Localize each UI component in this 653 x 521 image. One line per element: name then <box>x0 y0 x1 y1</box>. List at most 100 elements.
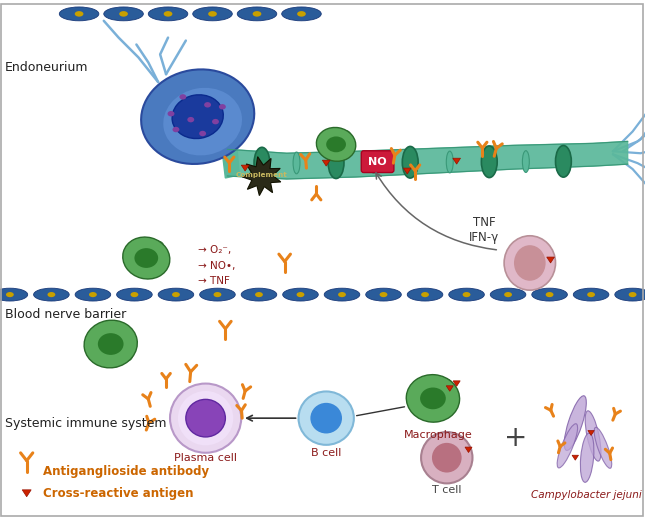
Polygon shape <box>223 150 239 178</box>
Ellipse shape <box>504 236 556 290</box>
Ellipse shape <box>328 147 344 179</box>
Polygon shape <box>465 447 472 453</box>
Text: Systemic immune system: Systemic immune system <box>5 417 167 430</box>
Ellipse shape <box>214 292 221 297</box>
Ellipse shape <box>253 11 261 17</box>
Ellipse shape <box>148 7 188 21</box>
Ellipse shape <box>296 292 304 297</box>
Text: NO: NO <box>368 157 387 167</box>
Ellipse shape <box>298 391 354 445</box>
Ellipse shape <box>281 7 321 21</box>
Ellipse shape <box>283 288 318 301</box>
Ellipse shape <box>522 151 530 172</box>
Ellipse shape <box>98 333 123 355</box>
Ellipse shape <box>117 288 152 301</box>
Ellipse shape <box>237 7 277 21</box>
Text: → O₂⁻,
→ NO•,
→ TNF: → O₂⁻, → NO•, → TNF <box>198 245 235 287</box>
Ellipse shape <box>6 292 14 297</box>
Ellipse shape <box>186 400 225 437</box>
Ellipse shape <box>437 379 453 393</box>
Ellipse shape <box>379 292 387 297</box>
Polygon shape <box>453 381 460 386</box>
Ellipse shape <box>317 128 356 162</box>
Polygon shape <box>242 157 281 195</box>
Ellipse shape <box>0 288 27 301</box>
Ellipse shape <box>193 7 232 21</box>
Ellipse shape <box>587 292 595 297</box>
Ellipse shape <box>573 288 609 301</box>
Ellipse shape <box>199 131 206 136</box>
Ellipse shape <box>241 288 277 301</box>
Ellipse shape <box>163 88 242 155</box>
Text: Endoneurium: Endoneurium <box>5 61 88 74</box>
Ellipse shape <box>532 288 567 301</box>
Ellipse shape <box>585 411 601 461</box>
Ellipse shape <box>172 292 180 297</box>
Polygon shape <box>22 490 31 497</box>
Ellipse shape <box>514 245 546 281</box>
Ellipse shape <box>439 402 455 416</box>
Ellipse shape <box>150 241 164 253</box>
Ellipse shape <box>421 432 473 483</box>
Polygon shape <box>241 165 249 171</box>
Ellipse shape <box>338 292 346 297</box>
Ellipse shape <box>255 292 263 297</box>
Ellipse shape <box>254 147 270 179</box>
Ellipse shape <box>84 320 137 368</box>
Ellipse shape <box>406 375 460 422</box>
Ellipse shape <box>557 424 578 468</box>
Ellipse shape <box>106 353 122 367</box>
Ellipse shape <box>341 147 353 157</box>
Text: Macrophage: Macrophage <box>404 430 472 440</box>
Ellipse shape <box>366 288 402 301</box>
Ellipse shape <box>208 11 217 17</box>
Ellipse shape <box>89 292 97 297</box>
Ellipse shape <box>135 248 158 268</box>
Ellipse shape <box>152 261 166 274</box>
Ellipse shape <box>370 152 377 173</box>
Ellipse shape <box>446 151 453 173</box>
Text: Antiganglioside antibody: Antiganglioside antibody <box>44 465 210 478</box>
Ellipse shape <box>48 292 56 297</box>
Ellipse shape <box>158 288 194 301</box>
Ellipse shape <box>142 266 156 279</box>
Ellipse shape <box>432 443 462 473</box>
Ellipse shape <box>556 145 571 177</box>
Ellipse shape <box>117 348 133 362</box>
Ellipse shape <box>293 152 300 174</box>
Ellipse shape <box>178 391 233 445</box>
Ellipse shape <box>581 433 594 482</box>
Text: Cross-reactive antigen: Cross-reactive antigen <box>44 487 194 500</box>
Ellipse shape <box>115 324 131 339</box>
Ellipse shape <box>119 11 128 17</box>
Ellipse shape <box>187 117 194 122</box>
Polygon shape <box>572 455 579 460</box>
Text: Plasma cell: Plasma cell <box>174 453 237 463</box>
Polygon shape <box>323 160 330 166</box>
Ellipse shape <box>339 130 351 140</box>
Ellipse shape <box>104 7 143 21</box>
Ellipse shape <box>297 11 306 17</box>
Ellipse shape <box>615 288 650 301</box>
Polygon shape <box>404 168 411 174</box>
Ellipse shape <box>546 292 554 297</box>
Ellipse shape <box>326 137 346 152</box>
Ellipse shape <box>74 11 84 17</box>
Ellipse shape <box>212 119 219 125</box>
Ellipse shape <box>200 288 235 301</box>
Polygon shape <box>588 430 594 436</box>
Text: Complement: Complement <box>236 172 288 178</box>
Ellipse shape <box>481 146 497 178</box>
Ellipse shape <box>33 288 69 301</box>
Ellipse shape <box>462 292 470 297</box>
Ellipse shape <box>75 288 111 301</box>
Text: T cell: T cell <box>432 486 462 495</box>
Ellipse shape <box>449 288 485 301</box>
Text: TNF
IFN-γ: TNF IFN-γ <box>470 216 500 243</box>
Ellipse shape <box>407 288 443 301</box>
Ellipse shape <box>180 94 186 100</box>
Ellipse shape <box>204 102 211 107</box>
Ellipse shape <box>172 127 180 132</box>
Ellipse shape <box>629 292 637 297</box>
Text: Blood nerve barrier: Blood nerve barrier <box>5 308 126 321</box>
